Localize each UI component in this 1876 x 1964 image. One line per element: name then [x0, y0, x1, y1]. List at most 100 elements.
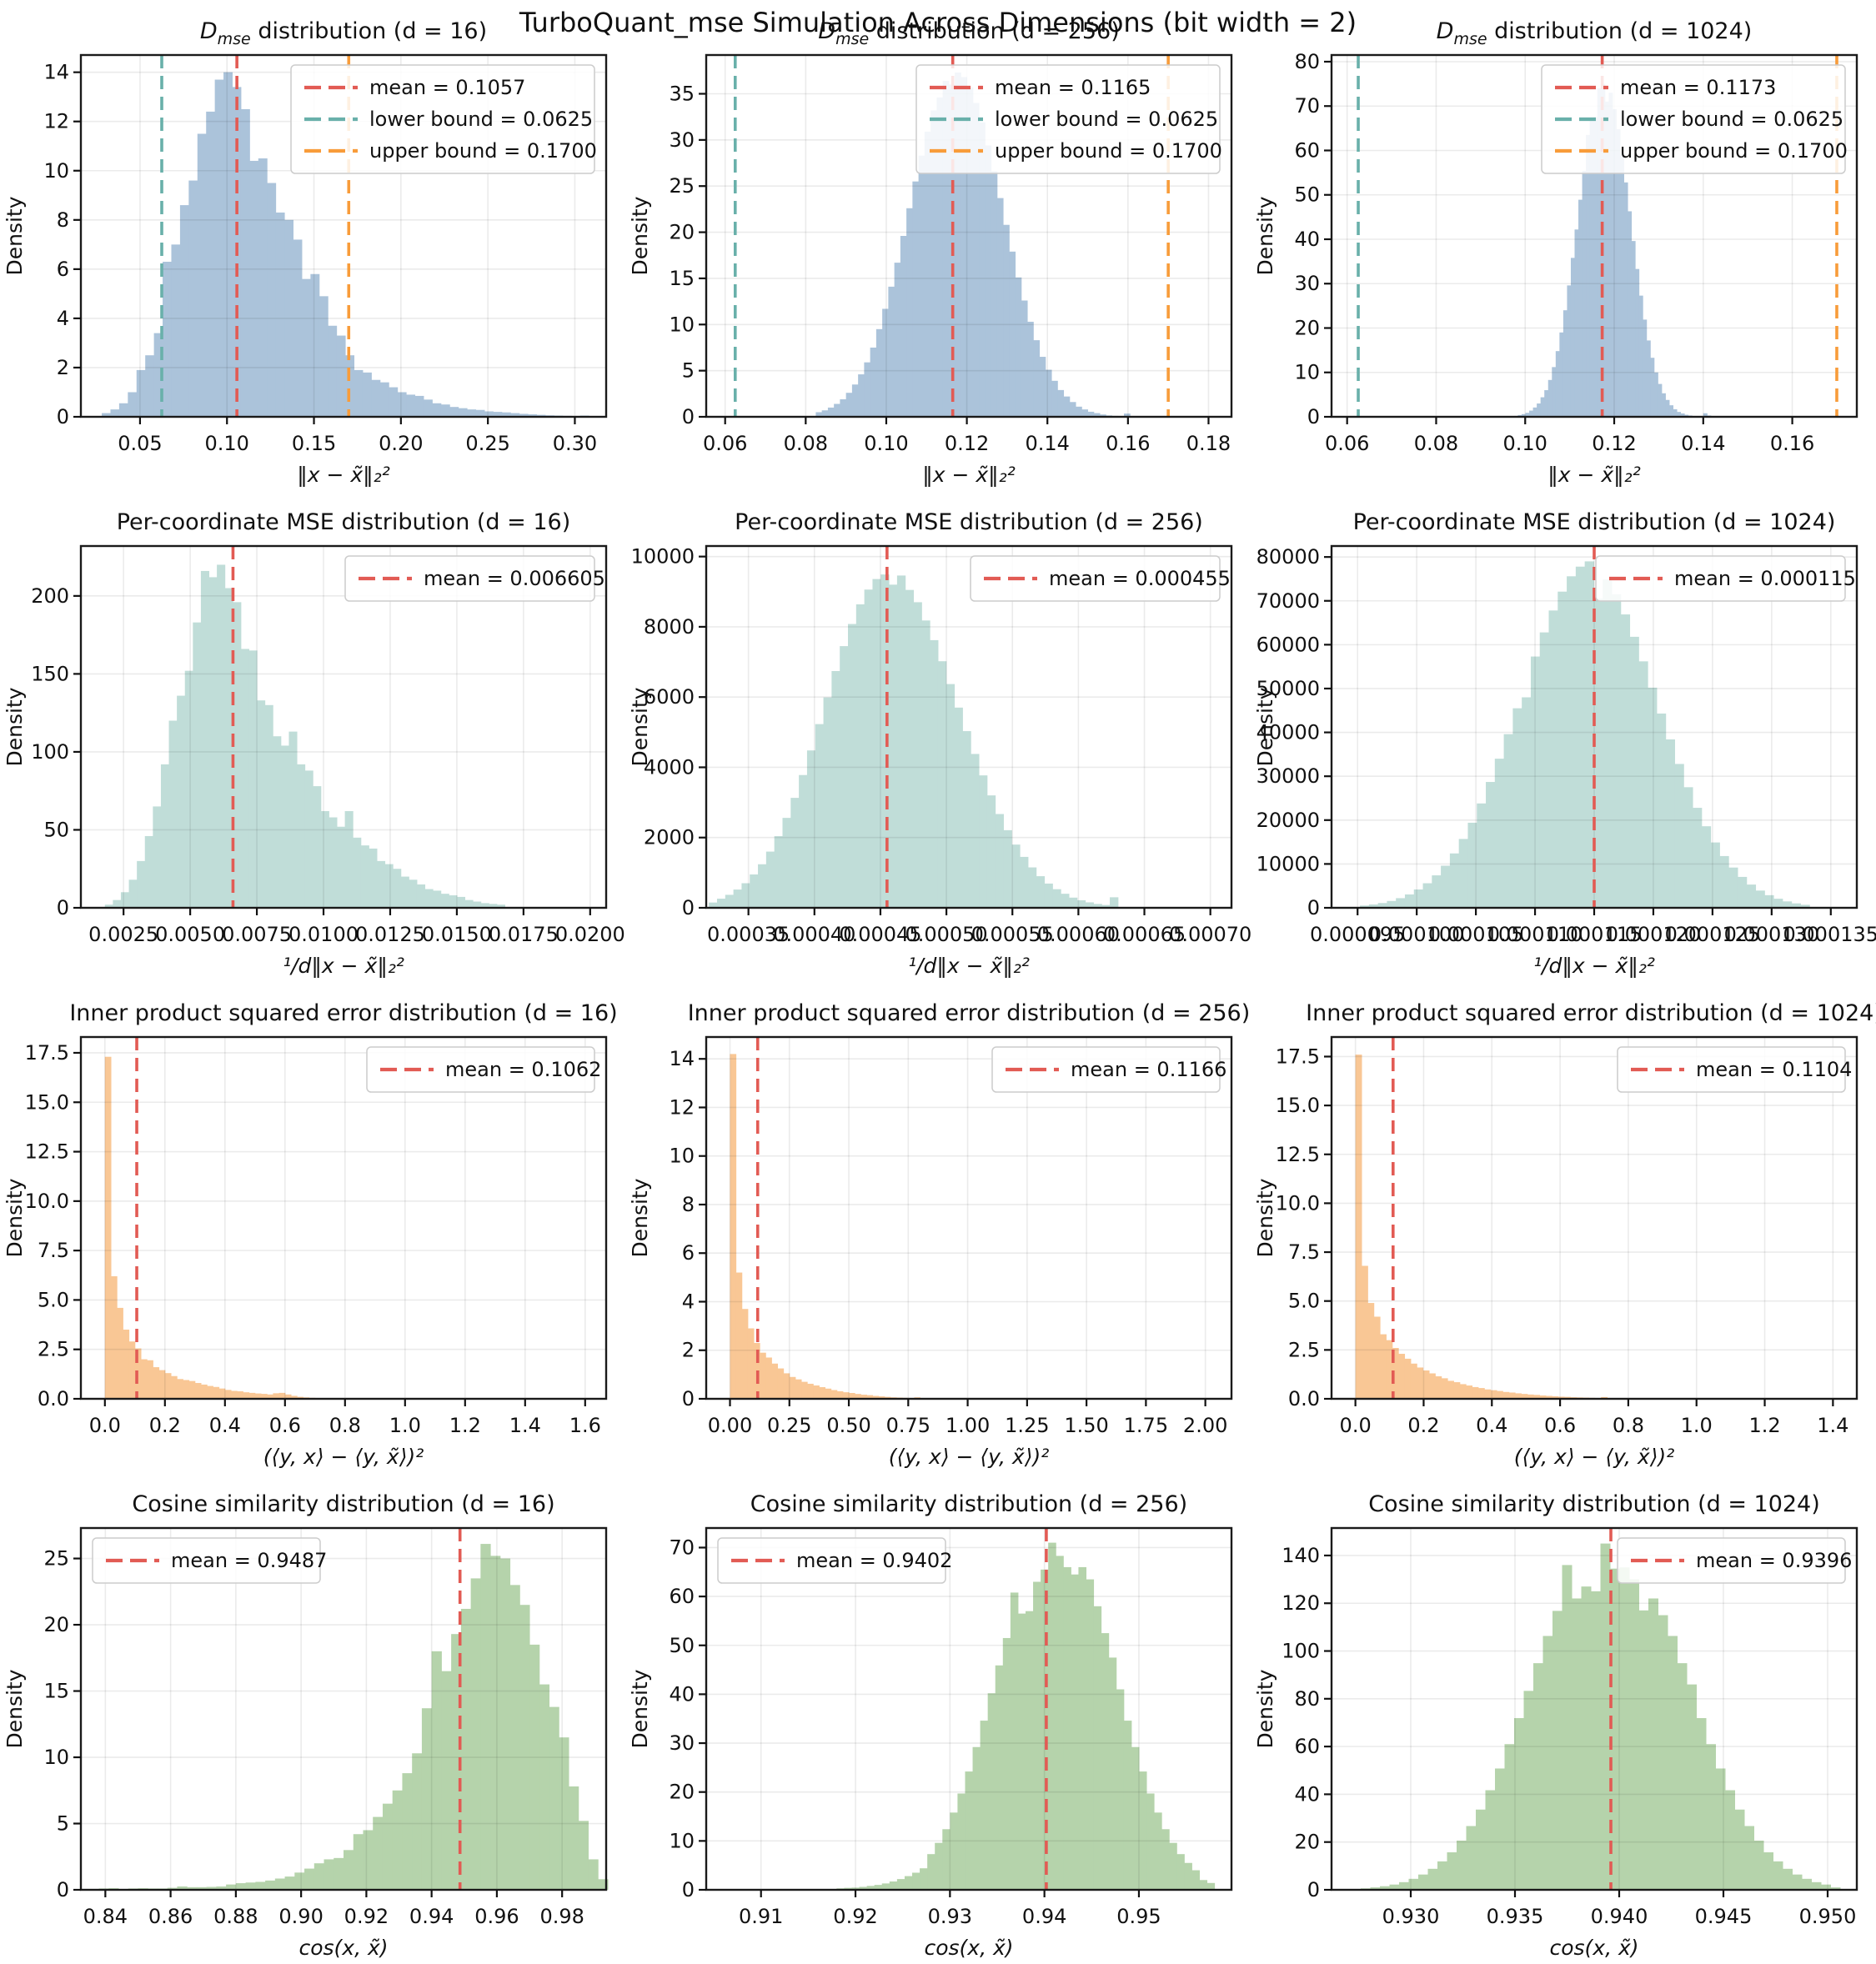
histogram-bar: [1548, 610, 1558, 908]
chart-canvas-percoord-mse-d16: 0.00250.00500.00750.01000.01250.01500.01…: [3, 509, 625, 978]
chart-title: Inner product squared error distribution…: [688, 1000, 1251, 1026]
histogram-bar: [1619, 1567, 1630, 1890]
legend: mean = 0.9402: [717, 1537, 952, 1584]
y-tick-label: 5: [682, 359, 695, 383]
histogram-bar: [1612, 594, 1622, 908]
histogram-bar: [1370, 1887, 1381, 1890]
histogram-bar: [813, 1385, 820, 1399]
histogram-bars: [1361, 1543, 1841, 1890]
axes-frame: [79, 1526, 608, 1891]
legend: mean = 0.1062: [366, 1046, 601, 1093]
histogram-bar: [218, 1388, 226, 1399]
legend-label: upper bound = 0.1700: [995, 139, 1222, 163]
histogram-bar: [866, 1395, 874, 1399]
x-axis-label: (⟨y, x⟩ − ⟨y, x̃⟩)²: [263, 1445, 424, 1469]
histogram-bar: [904, 1876, 913, 1890]
histogram-bar: [1116, 1689, 1125, 1890]
histogram-bar: [1582, 170, 1587, 417]
histogram-bar: [725, 894, 735, 908]
histogram-bar: [206, 1886, 217, 1890]
histogram-bar: [1467, 822, 1477, 908]
histogram-bar: [194, 1383, 202, 1399]
histogram-bar: [529, 1644, 540, 1890]
y-tick-label: 20000: [1257, 809, 1320, 832]
chart-canvas-cosine-sim-d16: 0.84 0.86 0.88 0.90 0.92 0.94 0.96 0.98 0 5 10 15 20…: [3, 1491, 609, 1960]
histogram-bar: [1533, 1395, 1541, 1399]
x-axis-label: ‖x − x̃‖₂²: [1547, 463, 1640, 487]
histogram-bar: [1521, 413, 1527, 417]
x-tick-label: 0.2: [149, 1414, 181, 1437]
histogram-bar: [183, 1380, 190, 1399]
histogram-bar: [1494, 759, 1505, 908]
histogram-bar: [1562, 310, 1568, 417]
histogram-bar: [1557, 591, 1568, 908]
histogram-bar: [113, 899, 122, 908]
histogram-bar: [1539, 632, 1550, 908]
histogram-bar: [201, 1384, 208, 1399]
x-tick-label: 0.91: [739, 1905, 783, 1928]
histogram-bar: [889, 1881, 898, 1890]
histogram-bar: [806, 750, 816, 908]
y-tick-label: 17.5: [1276, 1045, 1320, 1068]
histogram-bar: [894, 263, 901, 417]
y-tick-label: 50: [1294, 183, 1320, 207]
histogram-bar: [1619, 154, 1625, 417]
histogram-bar: [475, 409, 485, 417]
histogram-bar: [431, 1651, 442, 1890]
histogram-bar: [962, 731, 971, 908]
y-tick-label: 20: [1294, 1831, 1320, 1854]
histogram-bar: [423, 399, 433, 417]
y-tick-label: 6: [682, 1241, 695, 1265]
y-tick-label: 8: [682, 1193, 695, 1216]
histogram-bar: [136, 369, 146, 417]
x-tick-label: 0.75: [886, 1414, 930, 1437]
histogram-bar: [1547, 379, 1552, 417]
histogram-bar: [1413, 889, 1424, 908]
y-tick-label: 80: [1294, 1687, 1320, 1711]
y-tick-label: 2.5: [38, 1338, 69, 1361]
histogram-bar: [1063, 396, 1071, 417]
x-tick-label: 0.88: [213, 1905, 258, 1928]
reference-lines: [1357, 55, 1838, 417]
chart-title: Dmse distribution (d = 16): [200, 18, 487, 48]
y-tick-label: 10: [1294, 361, 1320, 384]
legend-label: mean = 0.1104: [1696, 1058, 1852, 1081]
histogram-bar: [1589, 120, 1594, 418]
histogram-bar: [373, 1816, 384, 1890]
histogram-bar: [1161, 1829, 1170, 1890]
histogram-bar: [1567, 576, 1577, 908]
histogram-bar: [1544, 390, 1549, 417]
x-tick-label: 0.0: [1340, 1414, 1372, 1437]
histogram-bar: [188, 1380, 196, 1399]
y-tick-label: 30: [669, 128, 695, 152]
axes-frame: [79, 544, 608, 909]
histogram-bar: [118, 403, 128, 417]
histogram-bar: [1552, 1611, 1562, 1890]
histogram-bar: [1373, 1316, 1381, 1399]
axes-frame: [1330, 1035, 1858, 1400]
y-tick-label: 140: [1282, 1544, 1320, 1567]
subplot-percoord-mse-d256: 0.00035 0.00040 0.00045 0.00050 0.00055 0.000…: [625, 491, 1251, 982]
histogram-bar: [1495, 1768, 1505, 1890]
histogram-bar: [1052, 889, 1061, 908]
histogram-bar: [214, 79, 224, 418]
tick-labels: 0.00250.00500.00750.01000.01250.01500.01…: [31, 584, 625, 946]
histogram-bar: [1734, 1809, 1745, 1890]
chart-canvas-dmse-d256: 0.06 0.08 0.10 0.12 0.14 0.16 0.18 0 5 10 15 20 25 30…: [628, 18, 1233, 487]
y-tick-label: 70000: [1257, 589, 1320, 613]
histogram-bar: [245, 1882, 256, 1890]
histogram-bar: [1068, 897, 1078, 908]
y-tick-label: 4000: [644, 755, 695, 779]
histogram-bar: [1087, 411, 1095, 417]
histogram-bar: [979, 122, 986, 418]
histogram-bar: [986, 795, 996, 908]
histogram-bar: [1100, 414, 1106, 417]
histogram-bar: [1124, 413, 1131, 417]
histogram-bar: [1567, 285, 1572, 417]
histogram-bar: [490, 1556, 501, 1890]
histogram-bar: [392, 1790, 403, 1890]
histogram-bar: [278, 1392, 286, 1399]
x-tick-label: 0.10: [864, 432, 908, 455]
figure-title: TurboQuant_mse Simulation Across Dimensi…: [519, 7, 1357, 38]
histogram-bar: [1408, 1878, 1419, 1890]
